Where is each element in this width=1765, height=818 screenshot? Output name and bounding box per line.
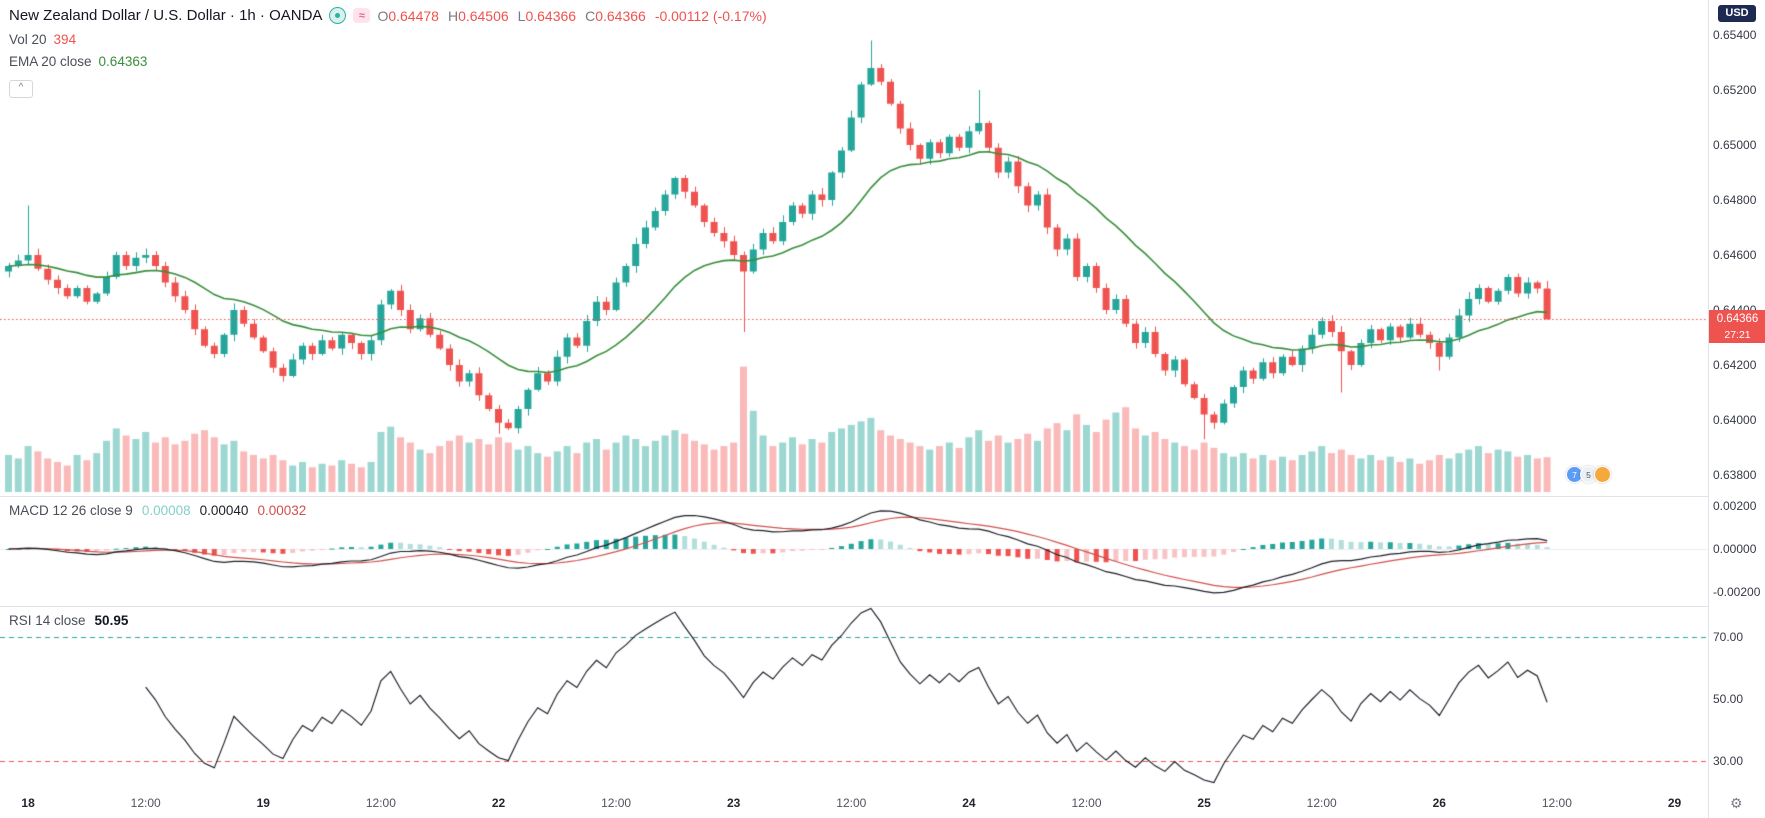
rsi-label: RSI 14 close: [9, 613, 86, 628]
time-tick: 12:00: [1071, 796, 1102, 810]
price-tick: 0.65200: [1713, 83, 1757, 97]
time-tick: 29: [1667, 796, 1682, 810]
time-tick: 24: [962, 796, 976, 810]
change-value: -0.00112 (-0.17%): [654, 7, 767, 24]
rsi-value: 50.95: [94, 613, 129, 628]
time-tick: 12:00: [130, 796, 161, 810]
time-tick: 26: [1432, 796, 1446, 810]
ohlc-item: H0.64506: [447, 7, 509, 24]
price-tick: 0.65000: [1713, 138, 1757, 152]
time-tick: 22: [491, 796, 506, 810]
time-tick: 18: [21, 796, 35, 810]
time-tick: 12:00: [365, 796, 396, 810]
time-tick: 23: [727, 796, 741, 810]
last-price-badge: 0.64366: [1709, 310, 1765, 329]
time-tick: 12:00: [601, 796, 632, 810]
rsi-tick: 50.00: [1713, 692, 1744, 706]
price-tick: 0.64600: [1713, 248, 1757, 262]
time-axis[interactable]: 18 12:00 19 12:00 22 12:00 23 12:00 24 12:00 25 12:…: [0, 790, 1708, 818]
traders-badge-orange[interactable]: [1594, 466, 1611, 483]
ema-value: 0.64363: [98, 54, 148, 69]
time-tick: 12:00: [836, 796, 867, 810]
main-legend: New Zealand Dollar / U.S. Dollar · 1h · …: [9, 7, 767, 24]
settings-gear-icon[interactable]: ⚙: [1730, 795, 1743, 811]
time-tick: 25: [1197, 796, 1211, 810]
rsi-legend: RSI 14 close 50.95: [9, 613, 128, 628]
legend-collapse-button[interactable]: ^: [9, 80, 33, 98]
currency-badge[interactable]: USD: [1718, 5, 1756, 22]
traders-badge-gray[interactable]: 5: [1580, 466, 1597, 483]
ohlc-item: O0.64478: [377, 7, 439, 24]
time-tick: 12:00: [1541, 796, 1572, 810]
volume-value: 394: [53, 32, 77, 47]
price-tick: 0.64200: [1713, 358, 1757, 372]
ema-label: EMA 20 close: [9, 54, 92, 69]
volume-label: Vol 20: [9, 32, 47, 47]
ohlc-values: O0.64478 H0.64506 L0.64366 C0.64366 -0.00112…: [377, 8, 766, 24]
rsi-tick: 30.00: [1713, 754, 1744, 768]
price-tick: 0.64000: [1713, 413, 1757, 427]
pane-divider[interactable]: [0, 496, 1765, 497]
market-status-icon: [329, 7, 347, 24]
rsi-tick: 70.00: [1713, 630, 1744, 644]
ohlc-item: L0.64366: [517, 7, 577, 24]
pane-divider[interactable]: [0, 606, 1765, 607]
macd-tick: -0.00200: [1713, 585, 1761, 599]
price-tick: 0.64800: [1713, 193, 1757, 207]
macd-hist-value: 0.00008: [141, 503, 191, 518]
macd-label: MACD 12 26 close 9: [9, 503, 133, 518]
macd-legend: MACD 12 26 close 9 0.00008 0.00040 0.000…: [9, 503, 306, 518]
macd-signal-value: 0.00032: [257, 503, 307, 518]
price-scale[interactable]: USD 0.65400 0.65200 0.65000 0.64800 0.64600 0…: [1708, 0, 1765, 818]
volume-legend: Vol 20 394: [9, 32, 76, 47]
chart-canvas[interactable]: [0, 0, 1708, 790]
time-tick: 12:00: [1306, 796, 1337, 810]
macd-tick: 0.00000: [1713, 542, 1757, 556]
wave-flag-icon: ≈: [353, 8, 371, 23]
time-tick: 19: [256, 796, 270, 810]
ema-legend: EMA 20 close 0.64363: [9, 54, 147, 69]
symbol-title[interactable]: New Zealand Dollar / U.S. Dollar · 1h · …: [9, 7, 323, 24]
macd-tick: 0.00200: [1713, 499, 1757, 513]
price-tick: 0.63800: [1713, 468, 1757, 482]
bar-countdown: 27:21: [1709, 328, 1765, 344]
price-tick: 0.65400: [1713, 28, 1757, 42]
macd-line-value: 0.00040: [199, 503, 249, 518]
traders-badges: 7 5: [1566, 466, 1611, 483]
ohlc-item: C0.64366: [585, 7, 646, 24]
